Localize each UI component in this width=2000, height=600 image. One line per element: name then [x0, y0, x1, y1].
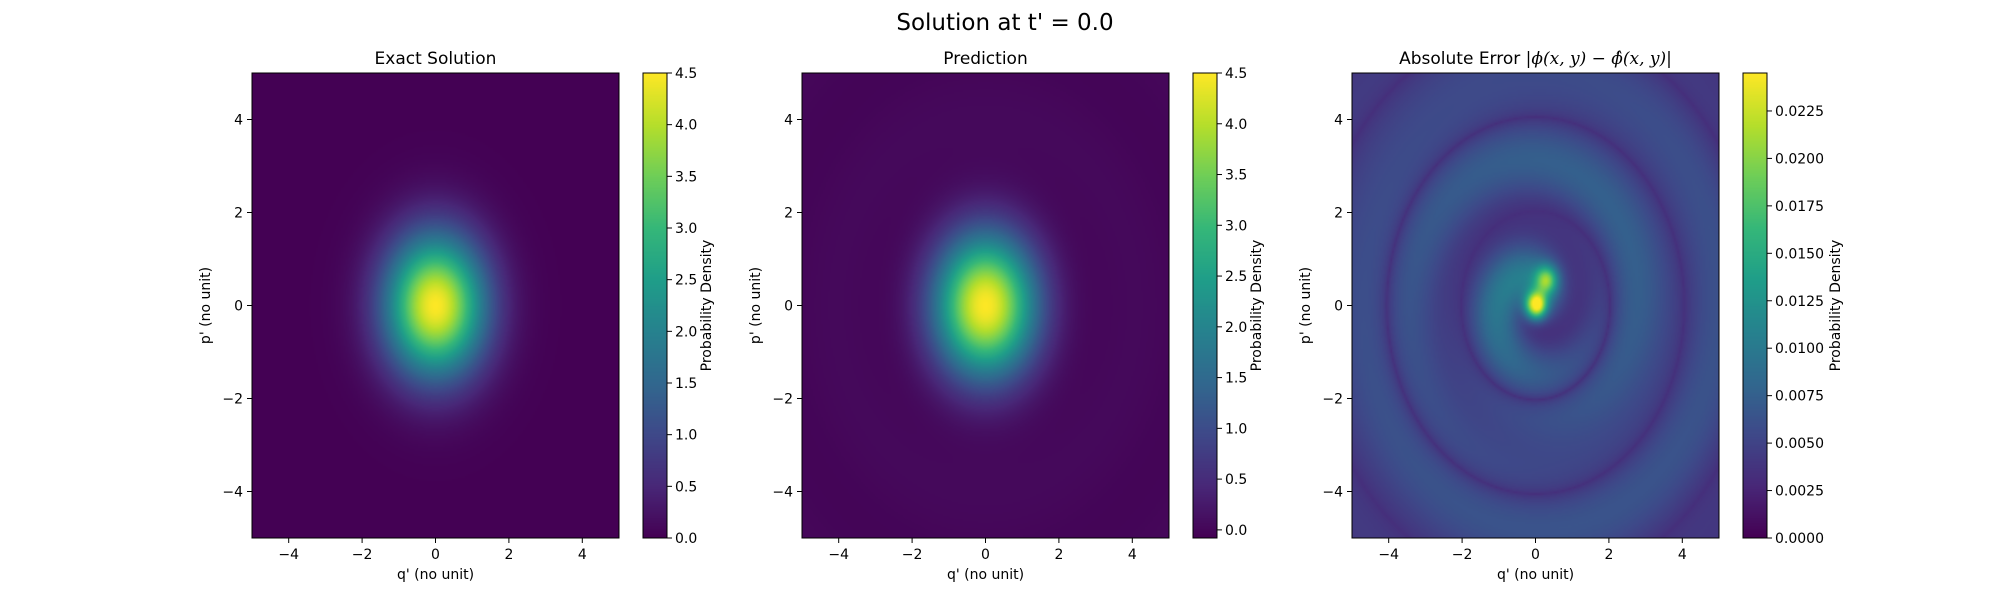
y-axis-label: p' (no unit)	[748, 267, 764, 344]
colorbar-tick-label: 4.0	[1225, 117, 1247, 133]
panel-title: Absolute Error |ϕ(x, y) − ϕ̂(x, y)|	[1399, 49, 1672, 69]
x-axis-label: q' (no unit)	[1497, 567, 1574, 583]
colorbar-tick-label: 0.5	[675, 479, 697, 495]
heatmap-image	[1352, 73, 1719, 538]
colorbar-tick-label: 4.0	[675, 118, 697, 134]
y-tick-label: −4	[772, 485, 793, 501]
colorbar-label: Probability Density	[1249, 240, 1265, 372]
y-tick-label: 0	[784, 299, 793, 315]
colorbar-tick-label: 0.0150	[1775, 246, 1824, 262]
colorbar-tick-label: 1.5	[675, 376, 697, 392]
colorbar-label: Probability Density	[1828, 240, 1844, 372]
x-tick-label: 4	[1678, 547, 1687, 563]
x-tick-label: −4	[1378, 547, 1399, 563]
y-tick-label: 4	[784, 113, 793, 129]
colorbar-tick-label: 0.0050	[1775, 436, 1824, 452]
colorbar-tick-label: 0.0075	[1775, 389, 1824, 405]
colorbar-tick-label: 4.5	[675, 66, 697, 82]
colorbar-tick-label: 0.5	[1225, 472, 1247, 488]
colorbar-frame	[642, 72, 668, 539]
x-axis-label: q' (no unit)	[397, 567, 474, 583]
y-tick-label: 2	[234, 206, 243, 222]
colorbar-frame	[1742, 72, 1768, 539]
colorbar-tick-label: 0.0025	[1775, 484, 1824, 500]
colorbar: 0.0000 0.0025 0.0050 0.0075 0.0100 0.0125 0.01…	[1742, 72, 1844, 547]
y-tick-label: 4	[234, 113, 243, 129]
panel-title: Prediction	[943, 49, 1027, 69]
x-tick-label: −4	[828, 547, 849, 563]
y-tick-label: 4	[1334, 113, 1343, 129]
colorbar-tick-label: 0.0125	[1775, 294, 1824, 310]
colorbar-tick-label: 4.5	[1225, 66, 1247, 82]
y-tick-label: −2	[772, 392, 793, 408]
x-tick-label: −4	[278, 547, 299, 563]
x-axis-label: q' (no unit)	[947, 567, 1024, 583]
colorbar-tick-label: 0.0175	[1775, 199, 1824, 215]
colorbar-tick-label: 0.0200	[1775, 151, 1824, 167]
x-tick-label: −2	[902, 547, 923, 563]
heatmap-panel-1: Exact Solution −4 −2 0 2 4 −4 −2 0 2 4 q' (no unit)…	[198, 49, 715, 583]
y-tick-label: 0	[1334, 299, 1343, 315]
x-tick-label: 0	[981, 547, 990, 563]
heatmap-image	[802, 73, 1169, 538]
y-tick-label: −2	[1322, 392, 1343, 408]
colorbar-tick-label: 2.5	[675, 273, 697, 289]
colorbar-tick-label: 0.0	[675, 531, 697, 547]
colorbar: 0.0 0.5 1.0 1.5 2.0 2.5 3.0 3.5 4.0 4.5 Probabilit…	[642, 66, 715, 547]
panel-title-math: |ϕ(x, y) − ϕ̂(x, y)|	[1526, 49, 1672, 69]
colorbar-tick-label: 3.5	[675, 169, 697, 185]
colorbar-tick-label: 0.0	[1225, 523, 1247, 539]
colorbar-label: Probability Density	[699, 240, 715, 372]
heatmap-panel-2: Prediction −4 −2 0 2 4 −4 −2 0 2 4 q' (no unit) p' (…	[748, 49, 1265, 583]
x-tick-label: 4	[578, 547, 587, 563]
colorbar: 0.0 0.5 1.0 1.5 2.0 2.5 3.0 3.5 4.0 4.5 Probabilit…	[1192, 66, 1265, 539]
x-tick-label: 0	[431, 547, 440, 563]
colorbar-tick-label: 1.0	[675, 428, 697, 444]
x-tick-label: −2	[352, 547, 373, 563]
panel-title-text: Absolute Error	[1399, 49, 1526, 69]
y-tick-label: 2	[1334, 206, 1343, 222]
colorbar-tick-label: 3.0	[1225, 218, 1247, 234]
panel-title: Exact Solution	[375, 49, 497, 69]
colorbar-tick-label: 2.0	[675, 324, 697, 340]
y-tick-label: 0	[234, 299, 243, 315]
y-tick-label: −2	[222, 392, 243, 408]
colorbar-tick-label: 0.0100	[1775, 341, 1824, 357]
y-tick-label: 2	[784, 206, 793, 222]
colorbar-gradient	[643, 73, 667, 538]
heatmap-image	[252, 73, 619, 538]
x-tick-label: 2	[1604, 547, 1613, 563]
colorbar-tick-label: 3.5	[1225, 168, 1247, 184]
heatmap-panel-3: Absolute Error |ϕ(x, y) − ϕ̂(x, y)| −4 −2 0…	[1298, 49, 1844, 583]
y-axis-label: p' (no unit)	[1298, 267, 1314, 344]
x-tick-label: 4	[1128, 547, 1137, 563]
figure-title: Solution at t' = 0.0	[896, 10, 1113, 36]
colorbar-tick-label: 2.0	[1225, 320, 1247, 336]
colorbar-tick-label: 1.0	[1225, 421, 1247, 437]
colorbar-tick-label: 1.5	[1225, 371, 1247, 387]
colorbar-gradient	[1743, 73, 1767, 538]
colorbar-tick-label: 2.5	[1225, 269, 1247, 285]
y-axis-label: p' (no unit)	[198, 267, 214, 344]
colorbar-tick-label: 0.0225	[1775, 104, 1824, 120]
y-tick-label: −4	[1322, 485, 1343, 501]
x-tick-label: −2	[1452, 547, 1473, 563]
colorbar-gradient	[1193, 73, 1217, 538]
colorbar-tick-label: 3.0	[675, 221, 697, 237]
y-tick-label: −4	[222, 485, 243, 501]
x-tick-label: 2	[504, 547, 513, 563]
colorbar-frame	[1192, 72, 1218, 539]
colorbar-tick-label: 0.0000	[1775, 531, 1824, 547]
x-tick-label: 0	[1531, 547, 1540, 563]
x-tick-label: 2	[1054, 547, 1063, 563]
